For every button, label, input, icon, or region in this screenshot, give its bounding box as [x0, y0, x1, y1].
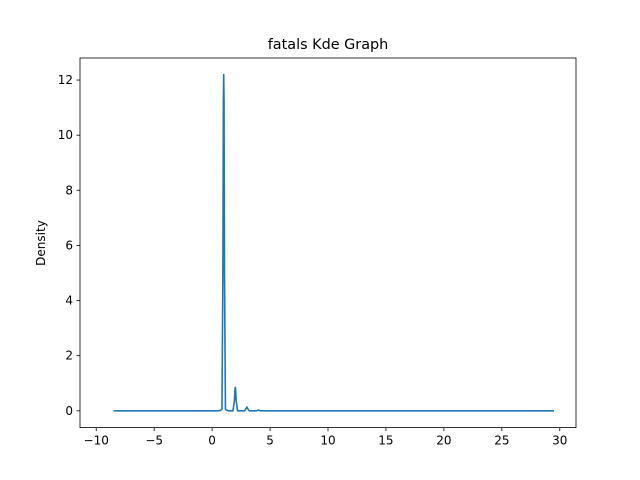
x-tick-label: 30 — [552, 434, 567, 448]
y-axis-label: Density — [34, 220, 48, 266]
x-tick-label: 0 — [208, 434, 216, 448]
y-tick-label: 12 — [58, 73, 73, 87]
x-tick-label: −5 — [145, 434, 163, 448]
y-tick-label: 10 — [58, 128, 73, 142]
x-tick-label: 25 — [494, 434, 509, 448]
y-tick-label: 4 — [65, 294, 73, 308]
y-tick-label: 2 — [65, 349, 73, 363]
x-tick-label: −10 — [84, 434, 109, 448]
x-tick-label: 15 — [378, 434, 393, 448]
y-tick-label: 8 — [65, 183, 73, 197]
kde-series-line-0 — [113, 73, 554, 412]
plot-frame — [79, 57, 577, 429]
y-tick-label: 6 — [65, 238, 73, 252]
plot-layer — [113, 73, 554, 412]
x-tick-label: 5 — [266, 434, 274, 448]
y-axis-ticks: 0 2 4 6 8 10 12 — [58, 73, 80, 418]
chart-title: fatals Kde Graph — [268, 37, 389, 53]
x-tick-label: 10 — [320, 434, 335, 448]
y-tick-label: 0 — [65, 404, 73, 418]
x-axis-ticks: −10 −5 0 5 10 15 20 25 30 — [84, 427, 567, 448]
x-tick-label: 20 — [436, 434, 451, 448]
